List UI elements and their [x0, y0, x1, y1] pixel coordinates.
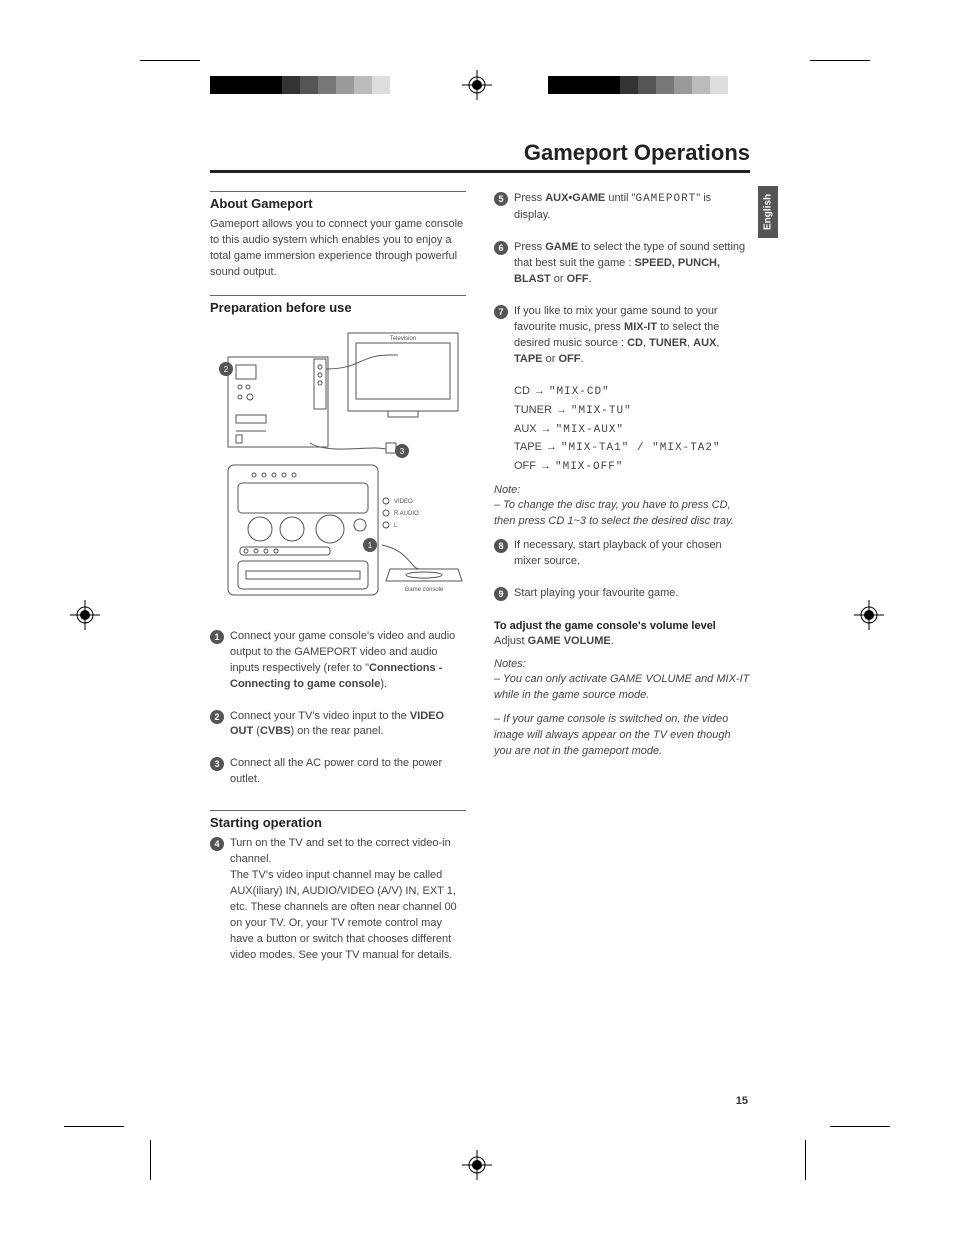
step-badge-5: 5	[494, 192, 508, 206]
display-mapping: CD→"MIX-CD" TUNER→"MIX-TU" AUX→"MIX-AUX"…	[494, 383, 750, 476]
step-badge-1: 1	[210, 630, 224, 644]
crop-mark	[64, 1126, 124, 1127]
right-column: 5 Press AUX•GAME until "GAMEPORT" is dis…	[494, 191, 750, 980]
step-4: 4 Turn on the TV and set to the correct …	[210, 836, 466, 972]
page-number: 15	[736, 1095, 748, 1107]
svg-text:VIDEO: VIDEO	[394, 499, 413, 505]
note-1: – To change the disc tray, you have to p…	[494, 498, 750, 530]
step-7: 7 If you like to mix your game sound to …	[494, 304, 750, 376]
page-title: Gameport Operations	[210, 140, 750, 173]
about-body: Gameport allows you to connect your game…	[210, 217, 466, 281]
crop-mark	[150, 1140, 151, 1180]
step-badge-3: 3	[210, 757, 224, 771]
tv-label: Television	[390, 336, 416, 342]
note-3: – If your game console is switched on, t…	[494, 712, 750, 760]
step-6: 6 Press GAME to select the type of sound…	[494, 240, 750, 296]
step-badge-8: 8	[494, 539, 508, 553]
crop-mark	[805, 1140, 806, 1180]
page-content: Gameport Operations About Gameport Gamep…	[210, 140, 750, 980]
step-3: 3 Connect all the AC power cord to the p…	[210, 756, 466, 796]
step-8: 8 If necessary, start playback of your c…	[494, 538, 750, 578]
step-9: 9 Start playing your favourite game.	[494, 586, 750, 610]
step-5: 5 Press AUX•GAME until "GAMEPORT" is dis…	[494, 191, 750, 232]
color-bar-right	[548, 76, 728, 94]
registration-mark	[462, 1150, 492, 1180]
note-2: – You can only activate GAME VOLUME and …	[494, 672, 750, 704]
registration-mark	[462, 70, 492, 100]
crop-mark	[140, 60, 200, 61]
svg-text:1: 1	[368, 541, 373, 550]
svg-text:2: 2	[224, 365, 229, 374]
starting-heading: Starting operation	[210, 810, 466, 830]
note-label: Note:	[494, 484, 750, 496]
about-heading: About Gameport	[210, 191, 466, 211]
step-badge-9: 9	[494, 587, 508, 601]
step-1: 1 Connect your game console's video and …	[210, 629, 466, 701]
svg-text:3: 3	[400, 447, 405, 456]
registration-mark	[854, 600, 884, 630]
step-badge-6: 6	[494, 241, 508, 255]
step-badge-2: 2	[210, 710, 224, 724]
svg-text:R AUDIO: R AUDIO	[394, 511, 419, 517]
preparation-heading: Preparation before use	[210, 295, 466, 315]
language-tab: English	[758, 186, 778, 238]
crop-mark	[810, 60, 870, 61]
step-badge-7: 7	[494, 305, 508, 319]
color-bar-left	[210, 76, 390, 94]
connection-diagram: Television	[210, 325, 466, 615]
crop-mark	[830, 1126, 890, 1127]
step-badge-4: 4	[210, 837, 224, 851]
volume-body: Adjust GAME VOLUME.	[494, 634, 750, 650]
svg-text:Game console: Game console	[405, 587, 444, 593]
svg-text:L: L	[394, 523, 398, 529]
registration-mark	[70, 600, 100, 630]
volume-heading: To adjust the game console's volume leve…	[494, 620, 750, 632]
step-2: 2 Connect your TV's video input to the V…	[210, 709, 466, 749]
left-column: About Gameport Gameport allows you to co…	[210, 191, 466, 980]
notes-label: Notes:	[494, 658, 750, 670]
